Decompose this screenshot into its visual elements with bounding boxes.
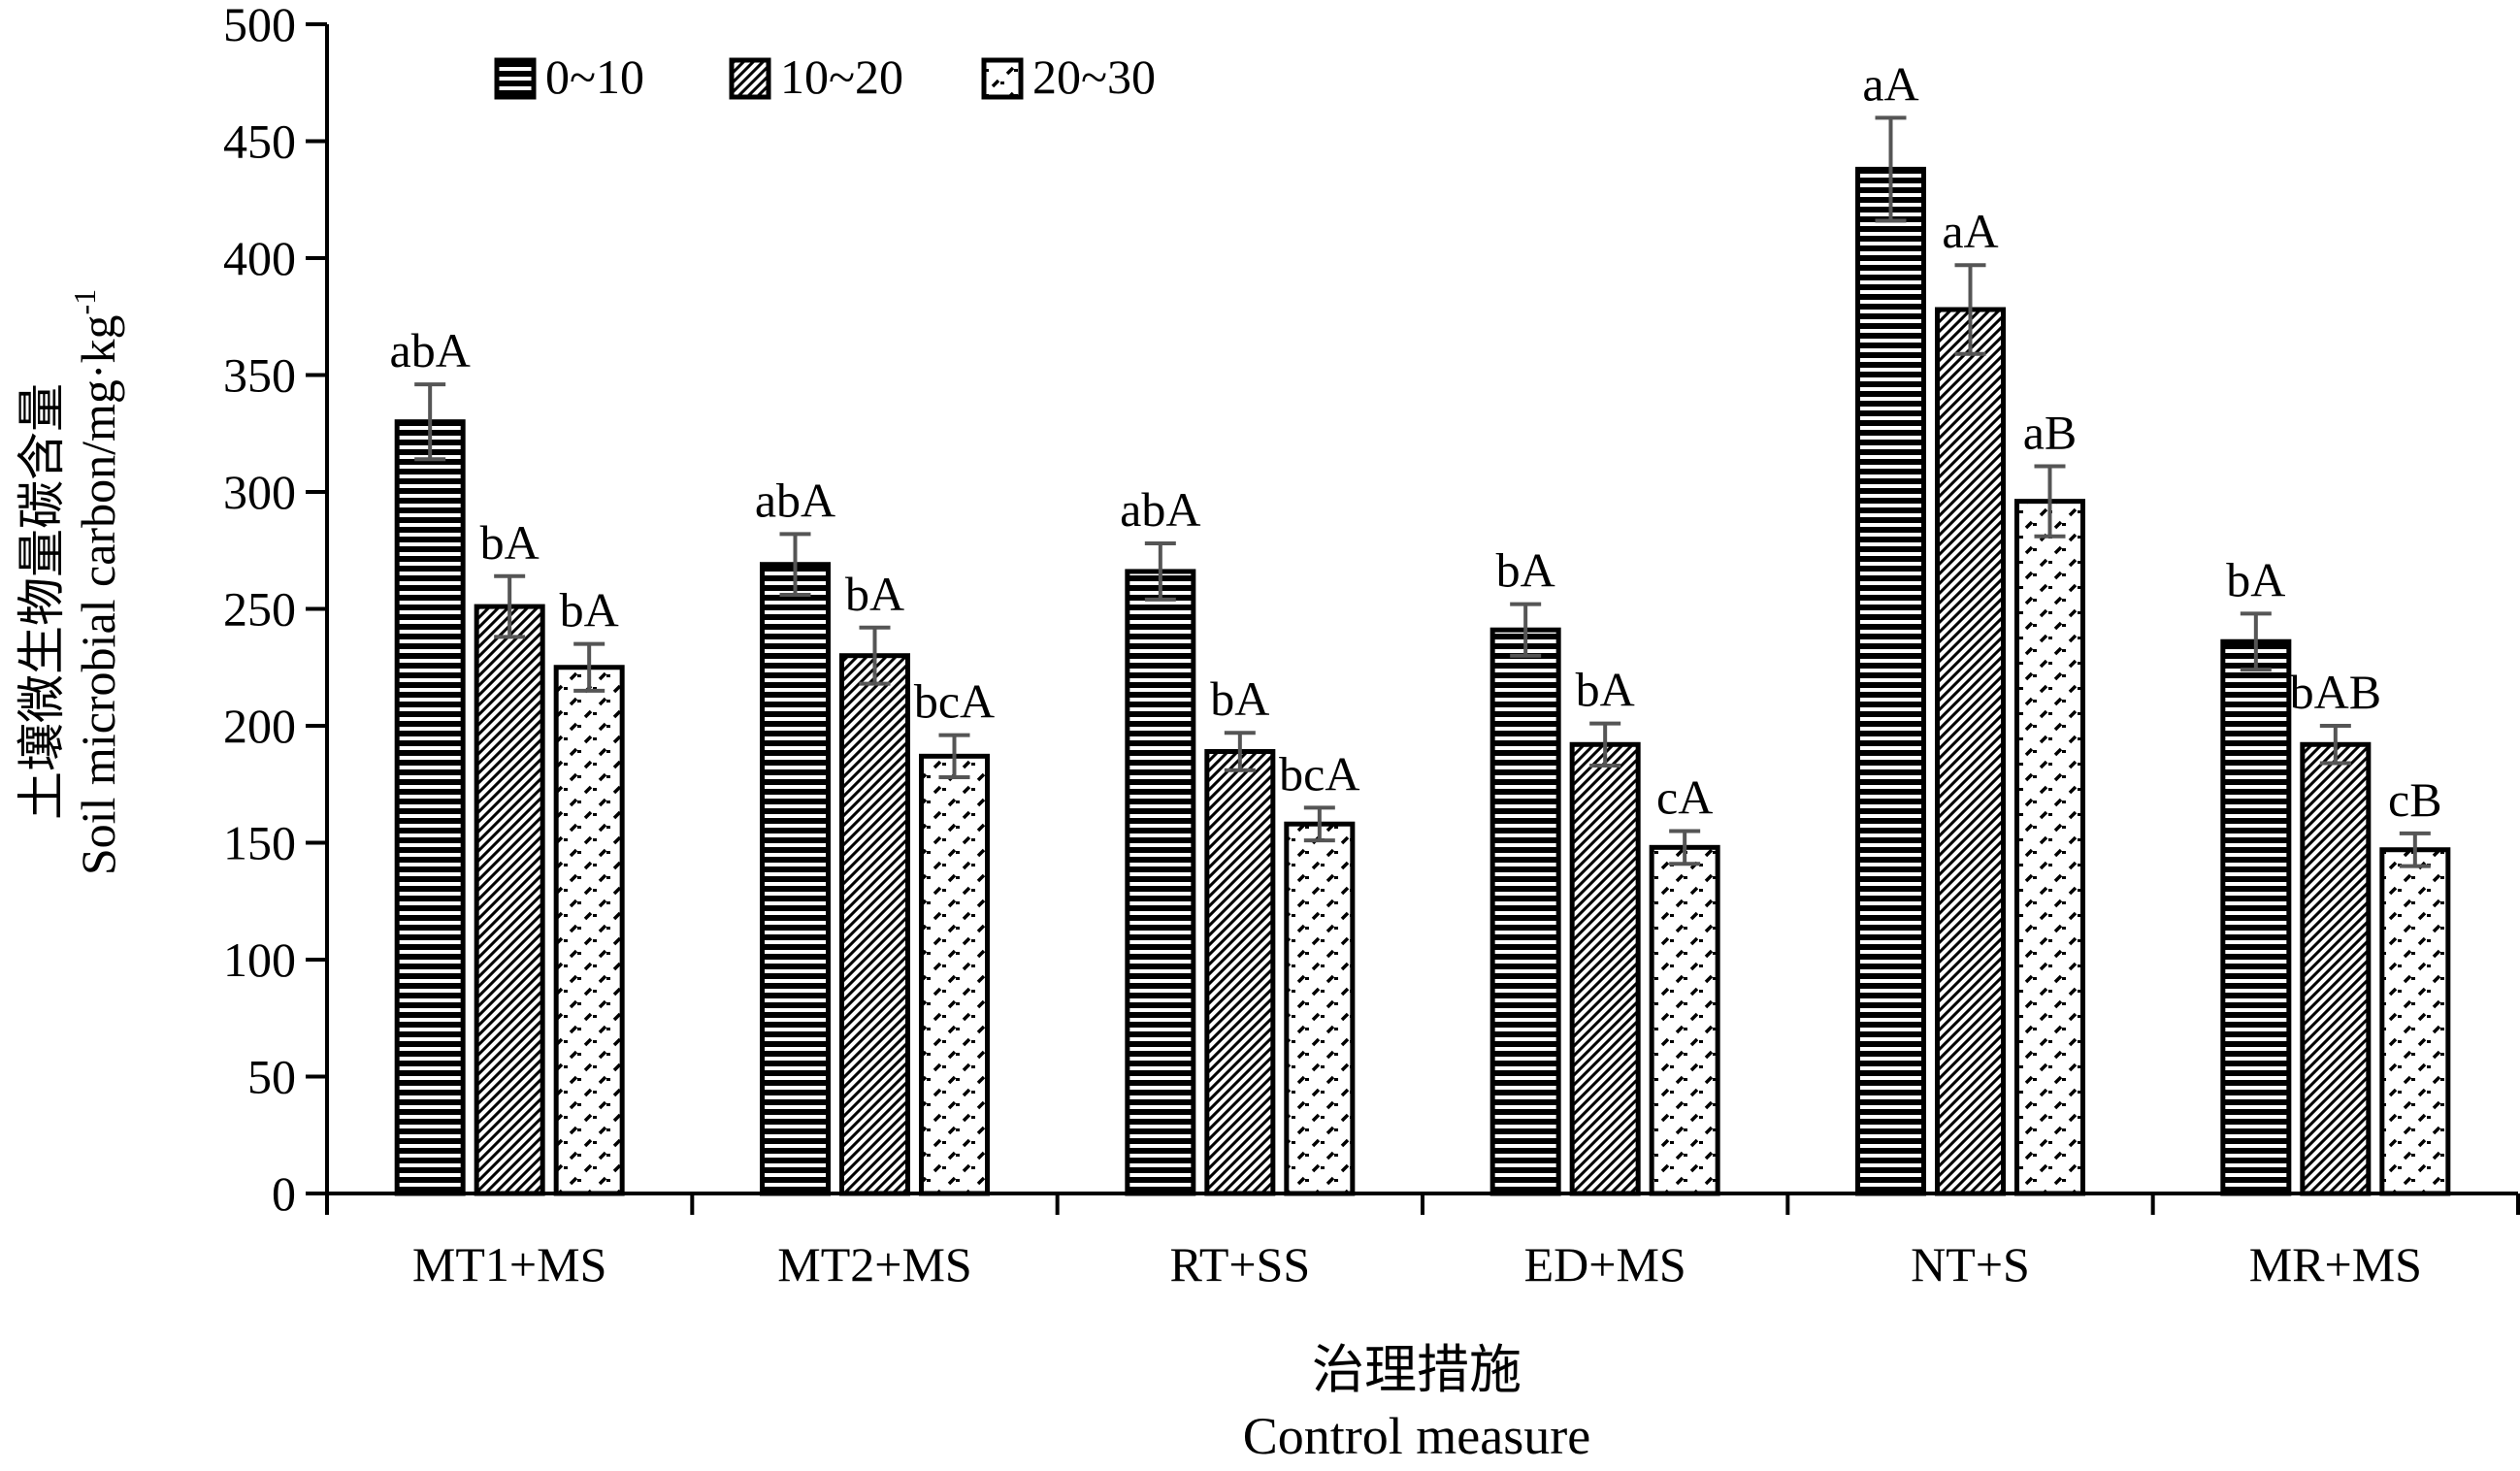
y-tick-label: 300	[223, 465, 296, 519]
legend: 0~10 10~20 20~30	[494, 49, 1156, 104]
data-label: bA	[560, 583, 619, 637]
y-tick-label: 50	[247, 1050, 296, 1104]
y-tick-label: 150	[223, 816, 296, 870]
data-label: bA	[1210, 671, 1269, 726]
x-axis-title-cn: 治理措施	[1312, 1341, 1522, 1399]
bar	[839, 653, 910, 1196]
data-label: bcA	[1279, 746, 1359, 801]
y-axis-title-en-sup: -1	[67, 289, 102, 315]
bar	[2379, 847, 2451, 1196]
x-tick-label: NT+S	[1911, 1237, 2030, 1291]
y-tick-label: 350	[223, 348, 296, 403]
x-axis-title-en: Control measure	[1243, 1407, 1590, 1465]
bar	[1204, 749, 1276, 1196]
plot-area: 0 50 100 150 200 250 300 350 400 450 500 MT1+MS MT2+…	[223, 0, 2520, 1291]
data-label: bA	[480, 515, 540, 570]
bar	[2220, 638, 2292, 1196]
data-label: aA	[1942, 204, 1998, 258]
y-tick-label: 400	[223, 231, 296, 285]
legend-swatch	[494, 57, 537, 100]
error-bar	[573, 641, 605, 693]
bar	[1569, 741, 1641, 1196]
x-tick-label: MT2+MS	[777, 1237, 971, 1291]
x-tick-label: MT1+MS	[412, 1237, 606, 1291]
error-bar	[1589, 721, 1621, 768]
bar	[394, 419, 466, 1196]
y-tick-label: 100	[223, 932, 296, 987]
data-label: bA	[1496, 543, 1555, 598]
bar	[1855, 166, 1926, 1196]
error-bar	[1224, 731, 1256, 772]
error-bar	[938, 733, 970, 780]
bar	[760, 562, 831, 1196]
legend-swatch	[981, 57, 1024, 100]
data-label: abA	[390, 323, 471, 377]
data-label: abA	[755, 473, 835, 527]
data-label: abA	[1120, 482, 1200, 537]
data-label: cA	[1656, 769, 1713, 824]
error-bar	[414, 382, 446, 462]
error-bar	[1669, 829, 1701, 866]
data-label: bA	[2226, 552, 2285, 606]
data-label: bcA	[914, 674, 995, 729]
data-label: aA	[1862, 56, 1918, 111]
data-label: bA	[845, 567, 904, 621]
y-tick-label: 0	[272, 1166, 296, 1221]
bar	[1125, 569, 1196, 1196]
legend-label: 10~20	[780, 49, 903, 104]
error-bar	[2240, 611, 2272, 672]
legend-label: 0~10	[545, 49, 644, 104]
y-tick-label: 250	[223, 582, 296, 637]
x-tick-label: MR+MS	[2249, 1237, 2422, 1291]
error-bar	[1875, 115, 1907, 223]
y-tick-label: 200	[223, 699, 296, 753]
y-axis-title-en: Soil microbial carbon/mg·kg-1	[67, 289, 125, 875]
x-tick-label: ED+MS	[1524, 1237, 1686, 1291]
legend-label: 20~30	[1032, 49, 1156, 104]
error-bar	[2399, 831, 2431, 868]
error-bar	[2034, 464, 2066, 539]
bar	[474, 604, 545, 1196]
error-bar	[779, 532, 811, 598]
bar	[553, 665, 625, 1196]
legend-swatch	[729, 57, 771, 100]
error-bar	[494, 573, 526, 639]
error-bar	[2319, 724, 2351, 766]
error-bar	[1303, 805, 1335, 843]
bar	[1935, 307, 2006, 1196]
x-tick-label: RT+SS	[1169, 1237, 1310, 1291]
y-tick-label: 450	[223, 114, 296, 169]
error-bar	[1954, 263, 1986, 356]
bar	[2300, 741, 2372, 1196]
bar	[1284, 821, 1356, 1196]
bar	[1489, 627, 1561, 1196]
y-axis-title-cn: 土壤微生物量碳含量	[15, 383, 69, 820]
bar	[1649, 844, 1720, 1196]
data-label: aB	[2023, 405, 2078, 459]
y-tick-label: 500	[223, 0, 296, 51]
data-label: cB	[2388, 772, 2442, 827]
bar	[919, 753, 990, 1196]
data-label: bAB	[2290, 665, 2381, 719]
error-bar	[1144, 541, 1176, 602]
error-bar	[859, 625, 891, 686]
y-axis-title-en-main: Soil microbial carbon/mg·kg	[71, 314, 125, 875]
data-label: bA	[1576, 663, 1635, 717]
error-bar	[1510, 602, 1542, 658]
bar	[2014, 499, 2085, 1196]
